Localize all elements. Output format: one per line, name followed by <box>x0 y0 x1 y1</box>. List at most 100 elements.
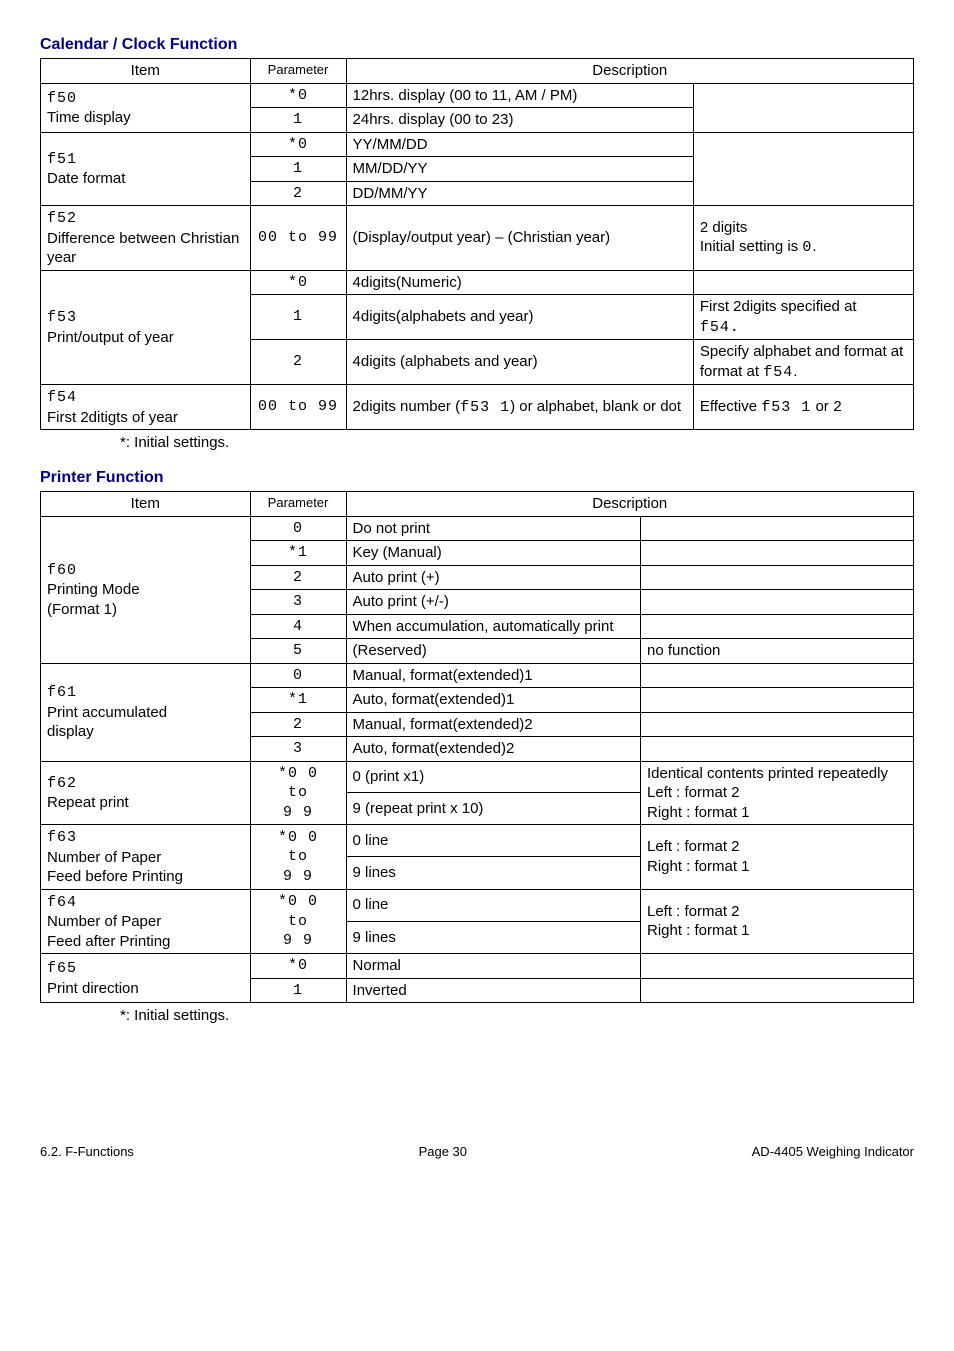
header-parameter: Parameter <box>250 59 346 84</box>
desc-cell: When accumulation, automatically print <box>346 614 640 639</box>
header-parameter: Parameter <box>250 492 346 517</box>
text: Left : format 2 <box>647 903 740 920</box>
seg-text: 2 <box>833 399 843 416</box>
desc-cell: (Display/output year) – (Christian year) <box>346 206 693 271</box>
header-item: Item <box>41 59 251 84</box>
param-cell: 2 <box>250 565 346 590</box>
initial-settings-note: *: Initial settings. <box>120 434 914 451</box>
footer-right: AD-4405 Weighing Indicator <box>752 1144 914 1159</box>
item-f61: f61 Print accumulated display <box>41 663 251 761</box>
desc-cell: 9 (repeat print x 10) <box>346 793 640 825</box>
item-label: Print direction <box>47 980 139 997</box>
item-label: Number of Paper <box>47 849 161 866</box>
desc-cell <box>640 688 913 713</box>
desc-cell <box>640 978 913 1003</box>
desc-cell <box>640 712 913 737</box>
item-code: f53 <box>47 309 77 326</box>
text: Right : format 1 <box>647 858 750 875</box>
desc-cell: 2 digits Initial setting is 0. <box>693 206 913 271</box>
text: Identical contents printed repeatedly <box>647 765 888 782</box>
param-cell: 3 <box>250 590 346 615</box>
text: Right : format 1 <box>647 804 750 821</box>
desc-cell <box>640 516 913 541</box>
param-cell: 1 <box>250 157 346 182</box>
item-label: Difference between Christian year <box>47 230 239 267</box>
item-code: f54 <box>47 389 77 406</box>
param-cell: *1 <box>250 541 346 566</box>
param-text: *0 0 <box>278 893 318 910</box>
calendar-table: Item Parameter Description f50 Time disp… <box>40 58 914 430</box>
param-cell: *0 <box>250 132 346 157</box>
text: . <box>793 363 797 380</box>
desc-cell <box>693 83 913 132</box>
desc-cell: 12hrs. display (00 to 11, AM / PM) <box>346 83 693 108</box>
param-cell: 4 <box>250 614 346 639</box>
item-f63: f63 Number of Paper Feed before Printing <box>41 825 251 890</box>
desc-cell: Left : format 2 Right : format 1 <box>640 889 913 954</box>
header-description: Description <box>346 492 913 517</box>
item-label: Number of Paper <box>47 913 161 930</box>
item-code: f65 <box>47 960 77 977</box>
desc-cell <box>640 954 913 979</box>
desc-cell: Effective f53 1 or 2 <box>693 385 913 430</box>
text: Effective <box>700 398 761 415</box>
param-text: to <box>288 848 308 865</box>
item-label: Print/output of year <box>47 329 174 346</box>
desc-cell: no function <box>640 639 913 664</box>
param-cell: 0 <box>250 516 346 541</box>
desc-cell: 4digits(Numeric) <box>346 270 693 295</box>
desc-cell: Manual, format(extended)2 <box>346 712 640 737</box>
desc-cell <box>640 737 913 762</box>
desc-cell: 4digits (alphabets and year) <box>346 340 693 385</box>
item-code: f62 <box>47 775 77 792</box>
desc-cell <box>693 270 913 295</box>
param-cell: 00 to 99 <box>250 385 346 430</box>
text: . <box>812 238 816 255</box>
initial-settings-note: *: Initial settings. <box>120 1007 914 1024</box>
desc-cell: Auto print (+/-) <box>346 590 640 615</box>
item-f51: f51 Date format <box>41 132 251 206</box>
desc-cell: 24hrs. display (00 to 23) <box>346 108 693 133</box>
param-cell: 3 <box>250 737 346 762</box>
desc-cell: 9 lines <box>346 921 640 953</box>
desc-cell: Inverted <box>346 978 640 1003</box>
param-cell: 2 <box>250 712 346 737</box>
footer-left: 6.2. F-Functions <box>40 1144 134 1159</box>
param-cell: *0 <box>250 83 346 108</box>
desc-cell <box>693 132 913 206</box>
seg-text: f53 1 <box>460 399 510 416</box>
text: 2 digits <box>700 219 748 236</box>
param-cell: *1 <box>250 688 346 713</box>
seg-text: f54. <box>700 319 740 336</box>
param-text: 9 9 <box>283 868 313 885</box>
param-cell: 1 <box>250 108 346 133</box>
item-f53: f53 Print/output of year <box>41 270 251 385</box>
seg-text: f54 <box>763 364 793 381</box>
item-label: Time display <box>47 109 131 126</box>
param-text: *0 0 <box>278 765 318 782</box>
header-description: Description <box>346 59 913 84</box>
text: 2digits number ( <box>353 398 461 415</box>
item-code: f61 <box>47 684 77 701</box>
desc-cell: (Reserved) <box>346 639 640 664</box>
param-cell: 2 <box>250 181 346 206</box>
param-cell: 5 <box>250 639 346 664</box>
text: Specify alphabet and format at <box>700 343 903 360</box>
desc-cell: Do not print <box>346 516 640 541</box>
desc-cell: 4digits(alphabets and year) <box>346 295 693 340</box>
param-cell: *0 0 to 9 9 <box>250 761 346 825</box>
item-code: f50 <box>47 90 77 107</box>
desc-cell: Auto, format(extended)1 <box>346 688 640 713</box>
param-cell: 2 <box>250 340 346 385</box>
item-f54: f54 First 2ditigts of year <box>41 385 251 430</box>
desc-cell: Identical contents printed repeatedly Le… <box>640 761 913 825</box>
item-label: (Format 1) <box>47 601 117 618</box>
item-code: f51 <box>47 151 77 168</box>
item-f64: f64 Number of Paper Feed after Printing <box>41 889 251 954</box>
item-f60: f60 Printing Mode (Format 1) <box>41 516 251 663</box>
item-label: Date format <box>47 170 125 187</box>
desc-cell <box>640 590 913 615</box>
text: or <box>811 398 833 415</box>
item-f62: f62 Repeat print <box>41 761 251 825</box>
header-item: Item <box>41 492 251 517</box>
